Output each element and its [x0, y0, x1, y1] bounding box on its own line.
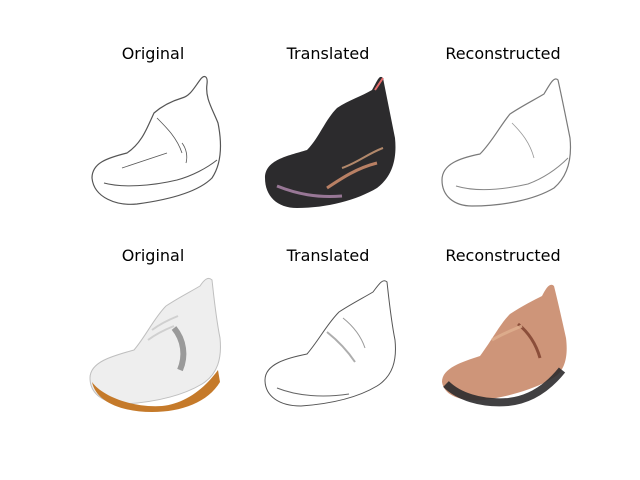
- shoe-reconstructed-sketch-image: [441, 78, 572, 207]
- panel-row2-translated: [257, 270, 407, 415]
- shoe-translated-dark-image: [265, 76, 396, 208]
- title-row2-translated: Translated: [286, 246, 370, 265]
- title-row2-original: Original: [121, 246, 185, 265]
- shoe-reconstructed-photo-image: [442, 284, 567, 407]
- panel-row1-translated: [257, 68, 407, 213]
- panel-row1-original-sketch: [82, 68, 232, 213]
- shoe-sketch-image: [91, 75, 222, 205]
- panel-row2-reconstructed: [432, 270, 582, 415]
- title-row1-reconstructed: Reconstructed: [445, 44, 561, 63]
- shoe-photo-image: [89, 277, 221, 412]
- panel-row1-reconstructed: [432, 68, 582, 213]
- panel-row2-original-photo: [82, 270, 232, 415]
- shoe-translated-sketch-image: [264, 280, 396, 407]
- title-row2-reconstructed: Reconstructed: [445, 246, 561, 265]
- title-row1-original: Original: [121, 44, 185, 63]
- title-row1-translated: Translated: [286, 44, 370, 63]
